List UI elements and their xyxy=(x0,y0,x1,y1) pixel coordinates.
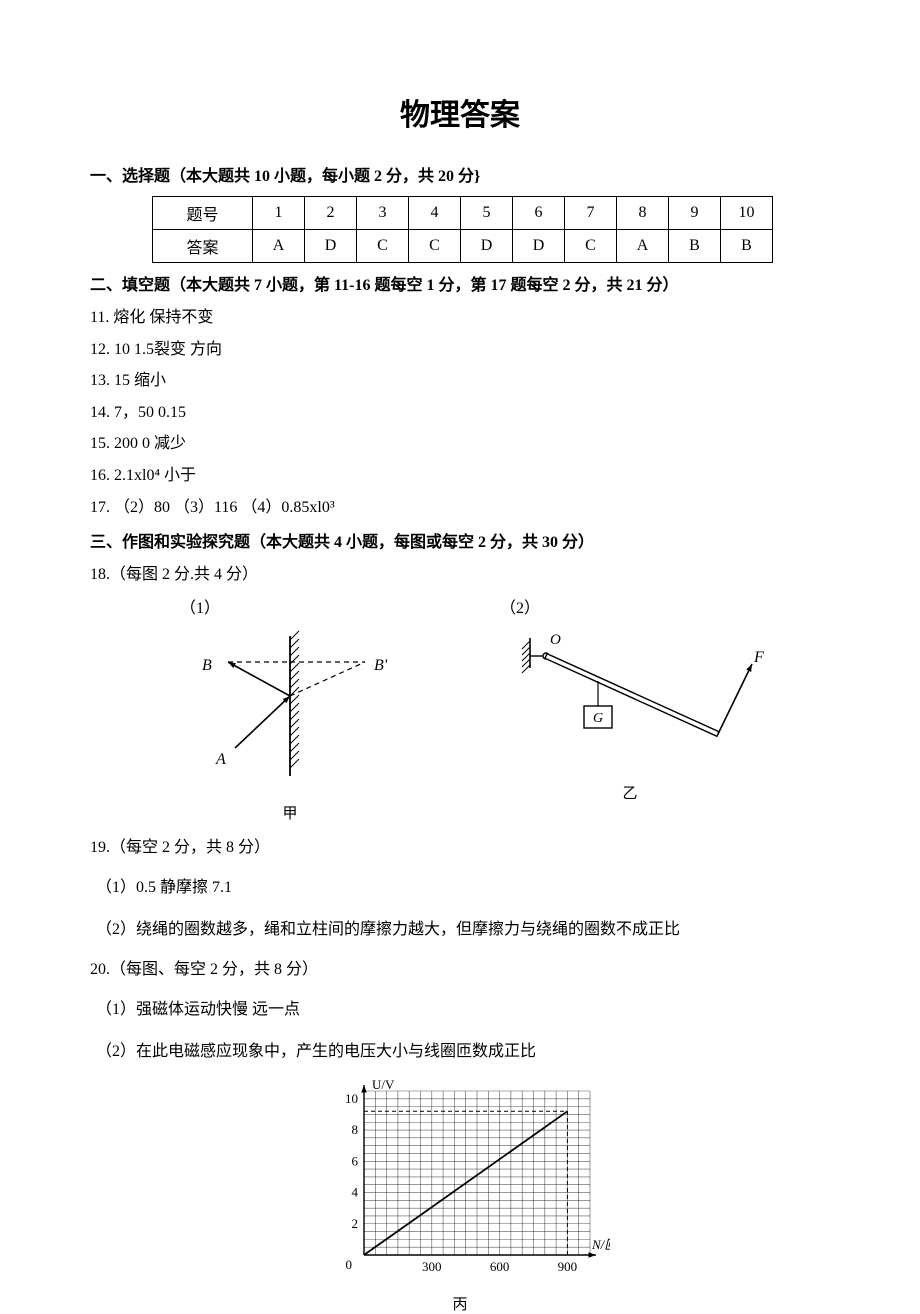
q17: 17. （2）80 （3）116 （4）0.85xl0³ xyxy=(90,495,830,521)
q18-diagrams: （1） A B B' 甲 （2） G F O 乙 xyxy=(170,594,770,823)
svg-text:10: 10 xyxy=(345,1090,358,1105)
q20-2: （2）在此电磁感应现象中，产生的电压大小与线圈匝数成正比 xyxy=(96,1038,830,1065)
cell: 2 xyxy=(305,197,357,230)
mirror-diagram: A B B' xyxy=(170,626,410,796)
table-row: 答案 A D C C D D C A B B xyxy=(153,230,773,263)
cell: C xyxy=(357,230,409,263)
cell: D xyxy=(513,230,565,263)
q15: 15. 200 0 减少 xyxy=(90,431,830,457)
svg-text:G: G xyxy=(593,711,603,726)
q19-1: （1）0.5 静摩擦 7.1 xyxy=(96,874,830,901)
page-title: 物理答案 xyxy=(90,90,830,134)
lever-diagram: G F O xyxy=(490,626,770,776)
cell: 9 xyxy=(669,197,721,230)
q20-chart: 0 2 4 6 8 10 300 600 900 U/V N/匝 xyxy=(310,1079,610,1289)
svg-text:F: F xyxy=(753,649,764,666)
cell: 5 xyxy=(461,197,513,230)
cell: A xyxy=(617,230,669,263)
q18-label-2: （2） xyxy=(500,594,540,618)
q18-caption-2: 乙 xyxy=(622,782,637,803)
q12: 12. 10 1.5裂变 方向 xyxy=(90,337,830,363)
cell: B xyxy=(669,230,721,263)
cell: 1 xyxy=(253,197,305,230)
q18-line: 18.（每图 2 分.共 4 分） xyxy=(90,562,830,588)
svg-text:4: 4 xyxy=(352,1184,359,1199)
svg-text:600: 600 xyxy=(490,1259,510,1274)
svg-text:8: 8 xyxy=(352,1122,359,1137)
q18-col-1: （1） A B B' 甲 xyxy=(170,594,410,823)
svg-text:B': B' xyxy=(374,657,388,674)
q13: 13. 15 缩小 xyxy=(90,368,830,394)
svg-text:O: O xyxy=(550,632,561,648)
cell: A xyxy=(253,230,305,263)
svg-text:300: 300 xyxy=(422,1259,442,1274)
cell: 7 xyxy=(565,197,617,230)
q20-line: 20.（每图、每空 2 分，共 8 分） xyxy=(90,957,830,983)
q18-col-2: （2） G F O 乙 xyxy=(490,594,770,803)
svg-text:2: 2 xyxy=(352,1215,359,1230)
cell: 8 xyxy=(617,197,669,230)
table-row: 题号 1 2 3 4 5 6 7 8 9 10 xyxy=(153,197,773,230)
q18-caption-1: 甲 xyxy=(282,802,297,823)
q16: 16. 2.1xl0⁴ 小于 xyxy=(90,463,830,489)
cell: 6 xyxy=(513,197,565,230)
q18-label-1: （1） xyxy=(180,594,220,618)
q19-line: 19.（每空 2 分，共 8 分） xyxy=(90,835,830,861)
section-1-header: 一、选择题（本大题共 10 小题，每小题 2 分，共 20 分} xyxy=(90,162,830,186)
cell: D xyxy=(461,230,513,263)
svg-text:0: 0 xyxy=(346,1257,353,1272)
cell: 4 xyxy=(409,197,461,230)
cell: 10 xyxy=(721,197,773,230)
svg-text:B: B xyxy=(202,657,212,674)
section-2-header: 二、填空题（本大题共 7 小题，第 11-16 题每空 1 分，第 17 题每空… xyxy=(90,271,830,295)
answer-table: 题号 1 2 3 4 5 6 7 8 9 10 答案 A D C C D D C… xyxy=(152,196,773,263)
q14: 14. 7，50 0.15 xyxy=(90,400,830,426)
cell: D xyxy=(305,230,357,263)
cell: B xyxy=(721,230,773,263)
cell: 3 xyxy=(357,197,409,230)
cell: C xyxy=(409,230,461,263)
row-label: 题号 xyxy=(153,197,253,230)
section-3-header: 三、作图和实验探究题（本大题共 4 小题，每图或每空 2 分，共 30 分） xyxy=(90,528,830,552)
row-label: 答案 xyxy=(153,230,253,263)
cell: C xyxy=(565,230,617,263)
svg-text:900: 900 xyxy=(558,1259,578,1274)
svg-text:N/匝: N/匝 xyxy=(591,1237,610,1252)
svg-text:U/V: U/V xyxy=(372,1079,395,1092)
svg-text:6: 6 xyxy=(352,1153,359,1168)
svg-text:A: A xyxy=(215,751,226,768)
q20-1: （1）强磁体运动快慢 远一点 xyxy=(96,996,830,1023)
q11: 11. 熔化 保持不变 xyxy=(90,305,830,331)
q20-chart-caption: 丙 xyxy=(90,1293,830,1314)
q19-2: （2）绕绳的圈数越多，绳和立柱间的摩擦力越大，但摩擦力与绕绳的圈数不成正比 xyxy=(96,916,830,943)
